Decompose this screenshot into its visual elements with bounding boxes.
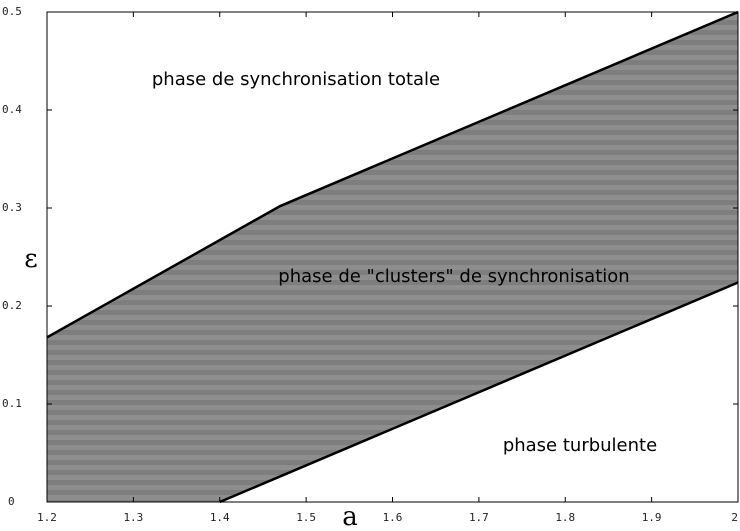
- phase-region: [47, 12, 738, 502]
- x-tick-label: 1.8: [555, 511, 575, 524]
- x-tick-label: 1.6: [383, 511, 403, 524]
- annotation: phase de synchronisation totale: [152, 69, 440, 90]
- x-tick-label: 1.2: [37, 511, 57, 524]
- boundary-line: [46, 10, 739, 339]
- y-tick-label: 0.2: [2, 299, 22, 312]
- x-tick-label: 1.3: [123, 511, 143, 524]
- y-tick-label: 0.3: [2, 201, 22, 214]
- x-tick-label: 1.5: [296, 511, 316, 524]
- y-tick-label: 0.4: [2, 103, 22, 116]
- x-axis-label: a: [342, 502, 358, 531]
- y-tick-label: 0: [8, 495, 15, 508]
- y-tick-label: 0.1: [2, 397, 22, 410]
- x-tick-label: 1.4: [210, 511, 230, 524]
- x-tick-label: 1.9: [642, 511, 662, 524]
- y-axis-label: ε: [24, 244, 37, 274]
- boundary-line: [219, 281, 739, 504]
- annotation: phase de "clusters" de synchronisation: [278, 266, 629, 287]
- annotation: phase turbulente: [503, 435, 657, 456]
- x-tick-label: 2: [731, 511, 738, 524]
- y-tick-label: 0.5: [2, 5, 22, 18]
- x-tick-label: 1.7: [469, 511, 489, 524]
